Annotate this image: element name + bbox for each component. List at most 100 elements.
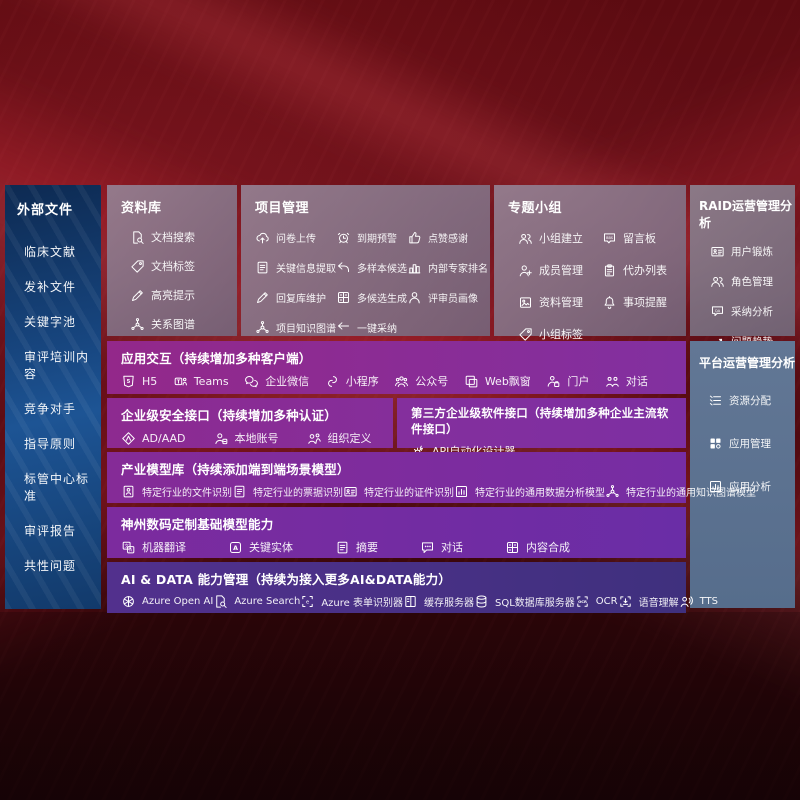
row-title: AI & DATA 能力管理（持续为接入更多AI&DATA能力）: [121, 572, 452, 587]
row-title: 神州数码定制基础模型能力: [121, 517, 274, 532]
openai-icon: [121, 594, 136, 609]
adopt-arrow-icon: [336, 320, 351, 335]
sidebar-title: 外部文件: [17, 203, 74, 218]
chat-dots-icon: [420, 540, 435, 555]
capability-item: 回复库维护: [255, 290, 336, 305]
platform-operations-panel: 平台运营管理分析 资源分配 应用管理 应用分析: [690, 341, 795, 608]
capability-item: 资料管理: [518, 294, 602, 310]
capability-item: 项目知识图谱: [255, 320, 336, 335]
dialog-people-icon: [605, 374, 620, 389]
local-account-icon: [214, 431, 229, 446]
capability-label: 应用分析: [729, 481, 771, 493]
form-recognizer-icon: [300, 594, 315, 609]
capability-label: Azure Search: [234, 596, 301, 607]
capability-label: 点赞感谢: [428, 234, 468, 245]
capability-item: 小组标签: [518, 326, 602, 342]
external-files-sidebar: 外部文件 临床文献 发补文件 关键字池 审评培训内容 竞争对手 指导原则 标管中心标准 审评报…: [5, 185, 101, 609]
capability-item: 组织定义: [307, 430, 372, 446]
capability-label: 评审员画像: [428, 294, 478, 305]
capability-item: 本地账号: [214, 430, 279, 446]
project-management-panel: 项目管理 问卷上传 到期预警 点赞感谢 关键信息提取 多样本候选 内部专家排名 回复库维护 多…: [241, 185, 490, 336]
a-badge-icon: [228, 540, 243, 555]
capability-label: 应用管理: [729, 438, 771, 450]
library-panel: 资料库 文档搜索文档标签高亮提示关系图谱文档分类: [107, 185, 237, 360]
apps-grid-icon: [708, 436, 723, 451]
capability-item: 高亮提示: [130, 287, 237, 303]
ai-data-management-row: AI & DATA 能力管理（持续为接入更多AI&DATA能力） Azure O…: [107, 562, 718, 613]
server-icon: [403, 594, 418, 609]
background-vignette: [0, 612, 800, 800]
row-title: 产业模型库（持续添加端到端场景模型）: [121, 462, 350, 477]
capability-item: 特定行业的文件识别: [121, 484, 232, 499]
capability-label: Azure Open AI: [142, 596, 214, 607]
capability-label: 机器翻译: [142, 541, 186, 554]
capability-label: 缓存服务器: [424, 598, 474, 609]
capability-item: 评审员画像: [407, 290, 488, 305]
capability-label: 高亮提示: [151, 289, 195, 302]
id-card-icon: [710, 244, 725, 259]
capability-item: 多样本候选: [336, 260, 407, 275]
teams-icon: [173, 374, 188, 389]
capability-label: 特定行业的通用知识图谱模型: [626, 488, 756, 499]
capability-label: OCR: [595, 596, 618, 607]
speech-icon: [618, 594, 633, 609]
network-icon: [255, 320, 270, 335]
capability-label: 到期预警: [357, 234, 397, 245]
sidebar-item: 临床文献: [24, 245, 77, 259]
capability-item: 一键采纳: [336, 320, 407, 335]
capability-item: SQL数据库服务器: [474, 594, 575, 609]
sidebar-item: 共性问题: [24, 559, 77, 573]
sidebar-item-list: 临床文献 发补文件 关键字池 审评培训内容 竞争对手 指导原则 标管中心标准 审评报告 共性问题: [24, 243, 101, 574]
pane-grid-icon: [336, 290, 351, 305]
capability-label: 资源分配: [729, 395, 771, 407]
capability-item: AD/AAD: [121, 431, 186, 446]
capability-label: TTS: [699, 596, 718, 607]
capability-label: 小组标签: [539, 328, 583, 341]
capability-label: 语音理解: [638, 598, 679, 609]
capability-label: 代办列表: [623, 264, 667, 277]
interaction-item-list: H5 Teams 企业微信 小程序 公众号 Web飘窗 门户 对话: [121, 373, 672, 389]
capability-label: 特定行业的票据识别: [253, 488, 343, 499]
group-item-grid: 小组建立 留言板 成员管理 代办列表 资料管理 事项提醒 小组标签: [518, 230, 682, 342]
cloud-upload-icon: [255, 230, 270, 245]
capability-label: 本地账号: [234, 432, 279, 445]
capability-label: 企业微信: [265, 375, 310, 388]
pencil-icon: [255, 290, 270, 305]
capability-label: AD/AAD: [142, 431, 186, 445]
panel-title: 资料库: [121, 201, 162, 216]
capability-label: 采纳分析: [731, 306, 773, 318]
platform-item-list: 资源分配应用管理应用分析: [708, 393, 795, 494]
capability-item: 内容合成: [505, 539, 570, 555]
panel-title: 专题小组: [508, 201, 563, 216]
doc-lines-icon: [255, 260, 270, 275]
capability-label: 特定行业的文件识别: [142, 488, 232, 499]
capability-item: 对话: [605, 373, 648, 389]
person-icon: [407, 290, 422, 305]
tts-icon: [679, 594, 694, 609]
capability-label: 摘要: [356, 541, 378, 554]
capability-item: 文档搜索: [130, 229, 237, 245]
capability-item: 特定行业的票据识别: [232, 484, 343, 499]
list-icon: [708, 393, 723, 408]
aidata-item-list: Azure Open AI Azure Search Azure 表单识别器 缓存服务…: [121, 594, 718, 609]
capability-item: 点赞感谢: [407, 230, 488, 245]
people-icon: [710, 274, 725, 289]
people-icon: [518, 231, 533, 246]
qa-bubble-icon: [710, 304, 725, 319]
capability-item: 角色管理: [710, 274, 795, 289]
h5-badge-icon: [121, 374, 136, 389]
capability-item: Azure 表单识别器: [300, 594, 403, 609]
capability-item: 多候选生成: [336, 290, 407, 305]
capability-label: 多候选生成: [357, 294, 407, 305]
network-icon: [130, 317, 145, 332]
capability-item: 关键信息提取: [255, 260, 336, 275]
sidebar-item: 标管中心标准: [24, 472, 90, 503]
capability-label: Web飘窗: [484, 375, 531, 388]
capability-item: Teams: [173, 374, 229, 389]
capability-label: Azure 表单识别器: [321, 598, 403, 609]
thirdparty-software-row: 第三方企业级软件接口（持续增加多种企业主流软件接口） API自动化设计器: [397, 398, 686, 458]
security-item-list: AD/AAD 本地账号 组织定义: [121, 430, 379, 446]
sidebar-item: 竞争对手: [24, 402, 77, 416]
id-card-icon: [343, 484, 358, 499]
capability-item: Web飘窗: [464, 373, 531, 389]
